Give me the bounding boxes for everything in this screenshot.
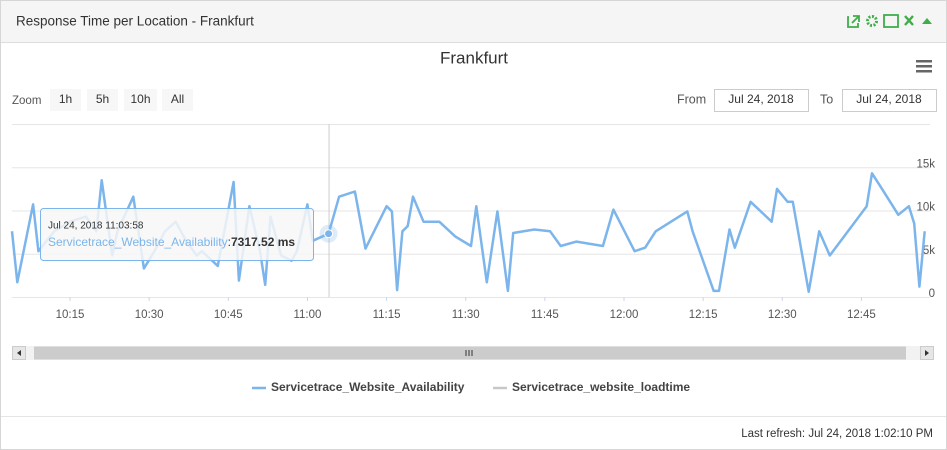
x-tick-label: 11:15	[373, 309, 401, 321]
panel-header	[1, 1, 946, 42]
from-input[interactable]	[714, 89, 809, 112]
zoom-button[interactable]	[50, 89, 81, 111]
zoom-button[interactable]	[162, 89, 193, 111]
x-tick-label: 11:45	[531, 309, 559, 321]
y-tick-label: 5k	[923, 245, 935, 257]
last-refresh: Last refresh: Jul 24, 2018 1:02:10 PM	[741, 428, 933, 440]
plot-area: 0 5k 10k 15k 10:15 10:30 10:45 11:00 11:15 11:30 1…	[10, 124, 935, 321]
zoom-label: Zoom	[12, 95, 41, 107]
scrollbar-thumb[interactable]	[34, 346, 906, 360]
tooltip-line: Servicetrace_Website_Availability:7317.5…	[48, 235, 295, 249]
legend-label[interactable]: Servicetrace_website_loadtime	[512, 380, 690, 394]
scroll-right-arrow	[925, 350, 929, 356]
settings-icon[interactable]	[866, 15, 878, 27]
menu-icon[interactable]	[916, 60, 932, 73]
thumb-grip	[465, 350, 473, 356]
x-tick-label: 12:30	[768, 309, 797, 321]
legend-label[interactable]: Servicetrace_Website_Availability	[271, 380, 465, 394]
zoom-button-label: 5h	[96, 92, 109, 106]
hover-point	[324, 229, 334, 239]
x-tick-label: 12:15	[689, 309, 718, 321]
popout-icon[interactable]	[847, 15, 860, 28]
zoom-button[interactable]	[124, 89, 157, 111]
collapse-icon[interactable]	[922, 18, 932, 24]
to-value: Jul 24, 2018	[856, 92, 922, 106]
zoom-buttons: 1h 5h 10h All	[50, 89, 193, 111]
panel-icons[interactable]	[847, 14, 932, 28]
x-tick-label: 11:00	[293, 309, 321, 321]
legend: Servicetrace_Website_Availability Service…	[252, 380, 690, 394]
tooltip-box	[40, 208, 314, 261]
tooltip-part: 7317.52 ms	[231, 235, 295, 249]
maximize-icon[interactable]	[883, 14, 899, 28]
tooltip-part: :	[228, 235, 231, 249]
tooltip-part: Servicetrace_Website_Availability	[48, 235, 228, 249]
x-tick-label: 12:45	[847, 309, 876, 321]
close-icon[interactable]	[904, 15, 914, 26]
chart-title: Frankfurt	[440, 48, 508, 67]
x-tick-label: 10:30	[135, 309, 164, 321]
zoom-button-label: 1h	[59, 92, 72, 106]
zoom-button-label: All	[171, 92, 184, 106]
zoom-button-label: 10h	[130, 92, 150, 106]
from-label: From	[677, 92, 706, 106]
scroll-left-arrow	[17, 350, 21, 356]
x-tick-label: 10:15	[56, 309, 85, 321]
y-tick-label: 10k	[916, 202, 935, 214]
to-input[interactable]	[842, 89, 937, 112]
zoom-button[interactable]	[87, 89, 118, 111]
y-tick-label: 0	[929, 288, 935, 300]
to-label: To	[820, 92, 833, 106]
tooltip-time: Jul 24, 2018 11:03:58	[48, 221, 144, 232]
from-value: Jul 24, 2018	[728, 92, 794, 106]
x-tick-label: 11:30	[452, 309, 480, 321]
x-tick-label: 12:00	[610, 309, 639, 321]
x-tick-label: 10:45	[214, 309, 243, 321]
panel-title: Response Time per Location - Frankfurt	[16, 14, 254, 29]
y-tick-label: 15k	[916, 158, 935, 170]
